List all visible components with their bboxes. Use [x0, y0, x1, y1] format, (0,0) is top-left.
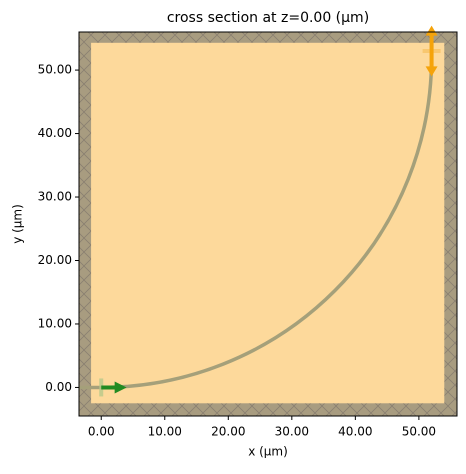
y-axis-label: y (μm)	[11, 204, 25, 244]
plot-frame	[78, 31, 458, 417]
y-tick-label: 10.00	[38, 316, 72, 330]
monitor-arrow	[425, 51, 438, 77]
y-tick-label: 50.00	[38, 63, 72, 77]
y-tick-label: 20.00	[38, 253, 72, 267]
x-tick-label: 10.00	[148, 425, 182, 439]
x-tick-label: 40.00	[338, 425, 372, 439]
x-tick-label: 20.00	[211, 425, 245, 439]
x-axis-label: x (μm)	[248, 445, 288, 459]
source-arrow	[101, 381, 127, 394]
chart-title: cross section at z=0.00 (μm)	[167, 10, 369, 26]
y-tick-label: 0.00	[45, 380, 72, 394]
simulation-domain	[91, 42, 445, 404]
waveguide	[79, 32, 434, 390]
y-tick-label: 40.00	[38, 126, 72, 140]
x-tick-label: 50.00	[402, 425, 436, 439]
y-tick-label: 30.00	[38, 190, 72, 204]
x-tick-label: 0.00	[88, 425, 115, 439]
x-tick-label: 30.00	[275, 425, 309, 439]
